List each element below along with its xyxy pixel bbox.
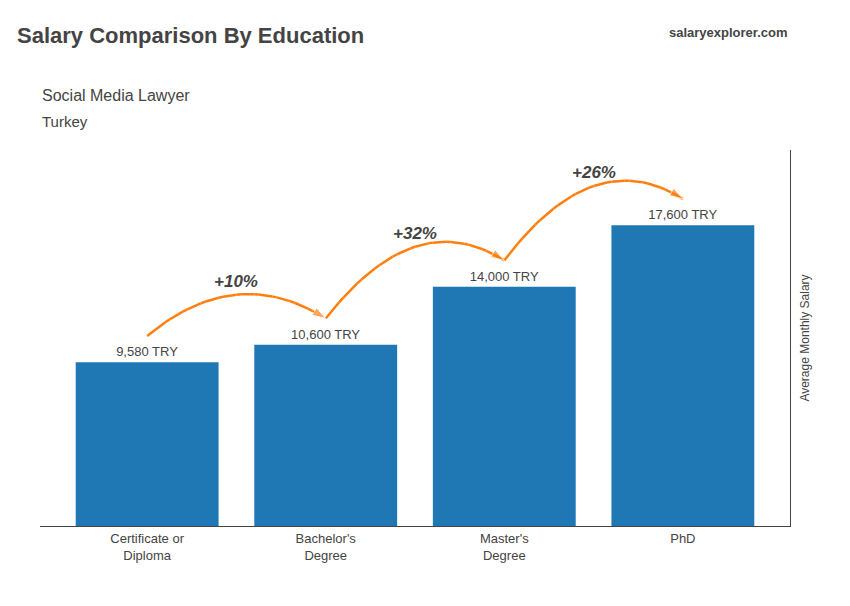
svg-text:Average Monthly Salary: Average Monthly Salary xyxy=(798,274,812,401)
svg-text:Turkey: Turkey xyxy=(42,113,88,130)
svg-text:+26%: +26% xyxy=(572,163,616,182)
svg-text:+32%: +32% xyxy=(393,224,437,243)
svg-text:Master'sDegree: Master'sDegree xyxy=(480,531,529,563)
svg-text:10,600 TRY: 10,600 TRY xyxy=(291,327,360,342)
svg-text:+10%: +10% xyxy=(214,272,258,291)
svg-text:9,580 TRY: 9,580 TRY xyxy=(116,344,178,359)
svg-text:17,600 TRY: 17,600 TRY xyxy=(648,207,717,222)
svg-text:Bachelor'sDegree: Bachelor'sDegree xyxy=(296,531,357,563)
svg-text:Salary Comparison By Education: Salary Comparison By Education xyxy=(17,23,364,48)
svg-text:PhD: PhD xyxy=(670,531,695,546)
svg-text:Social Media Lawyer: Social Media Lawyer xyxy=(42,87,190,104)
svg-text:salaryexplorer.com: salaryexplorer.com xyxy=(669,25,788,40)
svg-text:14,000 TRY: 14,000 TRY xyxy=(470,269,539,284)
svg-text:Certificate orDiploma: Certificate orDiploma xyxy=(110,531,184,563)
